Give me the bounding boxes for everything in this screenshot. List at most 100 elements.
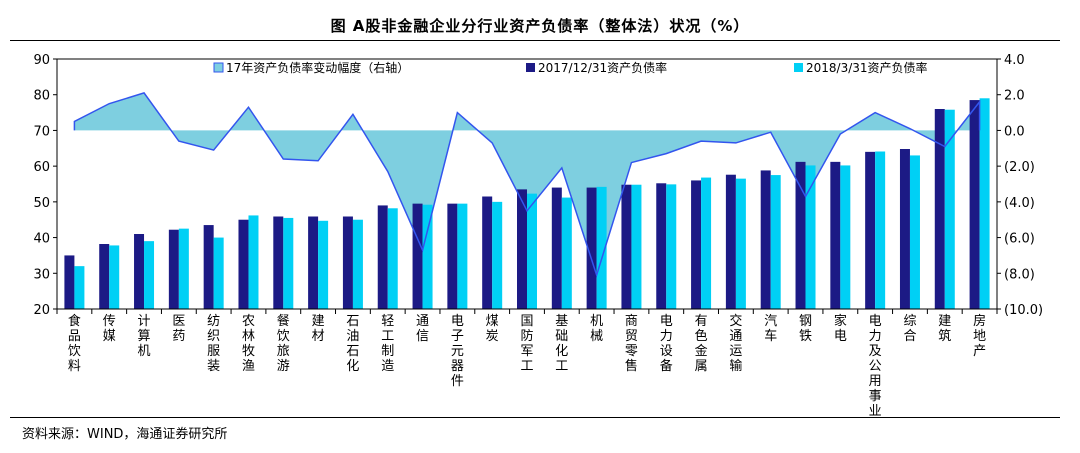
change-area-fill	[74, 92, 980, 276]
x-tick-label: 汽车	[764, 314, 777, 344]
bar-2017-7	[308, 216, 319, 309]
bar-2018q1-1	[109, 245, 120, 309]
bar-2018q1-23	[875, 151, 886, 309]
y-right-tick-label: (2.0)	[1004, 160, 1035, 175]
x-tick-label: 纺织服装	[207, 314, 220, 374]
bar-2017-15	[586, 187, 597, 309]
bar-2017-13	[517, 189, 527, 309]
bar-2017-4	[203, 225, 214, 309]
x-tick-label: 基础化工	[555, 314, 568, 374]
bar-2017-22	[830, 161, 841, 309]
x-tick-label: 电子元器件	[451, 314, 464, 389]
bar-2017-10	[412, 203, 423, 309]
legend-2018q1-swatch	[794, 63, 803, 72]
footer-rule	[10, 417, 1060, 418]
legend-change-swatch	[213, 62, 224, 73]
y-left-tick-label: 40	[33, 232, 50, 247]
bar-2017-6	[273, 216, 284, 309]
bar-2017-23	[865, 151, 876, 309]
bar-2018q1-14	[561, 197, 572, 309]
x-tick-label: 机械	[590, 314, 603, 344]
x-tick-label: 计算机	[138, 314, 151, 359]
bar-2017-24	[899, 149, 910, 309]
legend-2017-label: 2017/12/31资产负债率	[538, 60, 667, 75]
y-left-tick-label: 60	[33, 160, 50, 175]
bar-2018q1-24	[909, 155, 920, 309]
x-tick-label: 电力及公用事业	[869, 314, 882, 419]
x-tick-label: 通信	[416, 314, 429, 344]
bar-2017-3	[168, 229, 179, 309]
x-tick-label: 电力设备	[660, 314, 673, 374]
bar-2018q1-15	[596, 186, 607, 309]
bar-2017-19	[725, 174, 736, 309]
bar-2018q1-25	[944, 109, 955, 309]
y-left-tick-label: 90	[33, 53, 50, 68]
bar-2018q1-2	[144, 241, 155, 309]
x-tick-label: 石油石化	[346, 314, 359, 374]
bar-2018q1-12	[492, 201, 503, 309]
bar-2017-18	[691, 180, 702, 309]
x-tick-label: 餐饮旅游	[277, 313, 290, 374]
x-tick-label: 医药	[172, 314, 185, 344]
y-right-tick-label: 4.0	[1004, 53, 1025, 68]
bar-2018q1-16	[631, 184, 642, 309]
bar-2017-9	[377, 205, 388, 309]
legend-2017-swatch	[526, 63, 535, 72]
bar-2018q1-8	[352, 219, 363, 309]
chart-title: 图 A股非金融企业分行业资产负债率（整体法）状况（%）	[330, 17, 750, 35]
bar-2018q1-5	[248, 215, 259, 309]
legend-2018q1-label: 2018/3/31资产负债率	[806, 60, 928, 75]
y-right-tick-label: 2.0	[1004, 89, 1025, 104]
bar-2018q1-13	[527, 193, 537, 309]
y-left-tick-label: 30	[33, 267, 50, 282]
x-tick-label: 商贸零售	[625, 314, 638, 374]
x-tick-label: 轻工制造	[381, 314, 394, 374]
bar-2017-14	[551, 187, 562, 309]
bar-2018q1-7	[318, 220, 329, 309]
bar-2018q1-21	[805, 165, 816, 309]
bar-2018q1-18	[701, 177, 712, 309]
y-left-tick-label: 20	[33, 303, 50, 318]
y-left-tick-label: 70	[33, 124, 50, 139]
x-tick-label: 家电	[834, 313, 847, 344]
bar-2017-2	[134, 234, 145, 309]
x-tick-label: 交通运输	[729, 313, 742, 374]
x-tick-label: 综合	[903, 314, 916, 344]
x-tick-label: 农林牧渔	[242, 314, 255, 374]
y-right-tick-label: (10.0)	[1004, 303, 1043, 318]
bar-2017-26	[969, 100, 980, 309]
bar-2017-16	[621, 184, 632, 309]
bar-2017-0	[64, 255, 75, 309]
x-tick-label: 房地产	[973, 313, 986, 359]
bar-2018q1-10	[422, 204, 433, 309]
plot-frame	[56, 58, 998, 310]
x-tick-label: 有色金属	[695, 314, 708, 374]
x-tick-label: 建材	[312, 314, 325, 344]
bar-2018q1-11	[457, 203, 468, 309]
x-tick-label: 国防军工	[520, 314, 533, 374]
bar-2018q1-6	[283, 217, 294, 309]
bar-2018q1-26	[979, 98, 990, 310]
bar-2017-25	[934, 109, 945, 309]
bar-2017-1	[99, 244, 110, 309]
bar-2018q1-19	[735, 178, 746, 309]
bar-2018q1-22	[840, 165, 851, 309]
source-note: 资料来源：WIND，海通证券研究所	[22, 427, 228, 442]
bar-2017-20	[760, 170, 771, 309]
bar-2017-11	[447, 203, 458, 309]
legend-change-label: 17年资产负债率变动幅度（右轴）	[226, 60, 409, 75]
bar-2018q1-3	[178, 228, 189, 309]
bar-2017-17	[656, 183, 667, 309]
x-tick-label: 钢铁	[799, 314, 812, 344]
y-right-tick-label: (4.0)	[1004, 196, 1035, 211]
x-tick-label: 建筑	[938, 314, 951, 344]
bar-2018q1-9	[387, 208, 398, 309]
bar-2018q1-17	[666, 184, 677, 309]
bar-2017-21	[795, 161, 806, 309]
bar-2018q1-20	[770, 175, 781, 309]
change-area-line	[73, 92, 981, 278]
x-tick-label: 食品饮料	[68, 313, 81, 374]
bar-2017-8	[342, 216, 353, 309]
y-right-tick-label: 0.0	[1004, 124, 1025, 139]
